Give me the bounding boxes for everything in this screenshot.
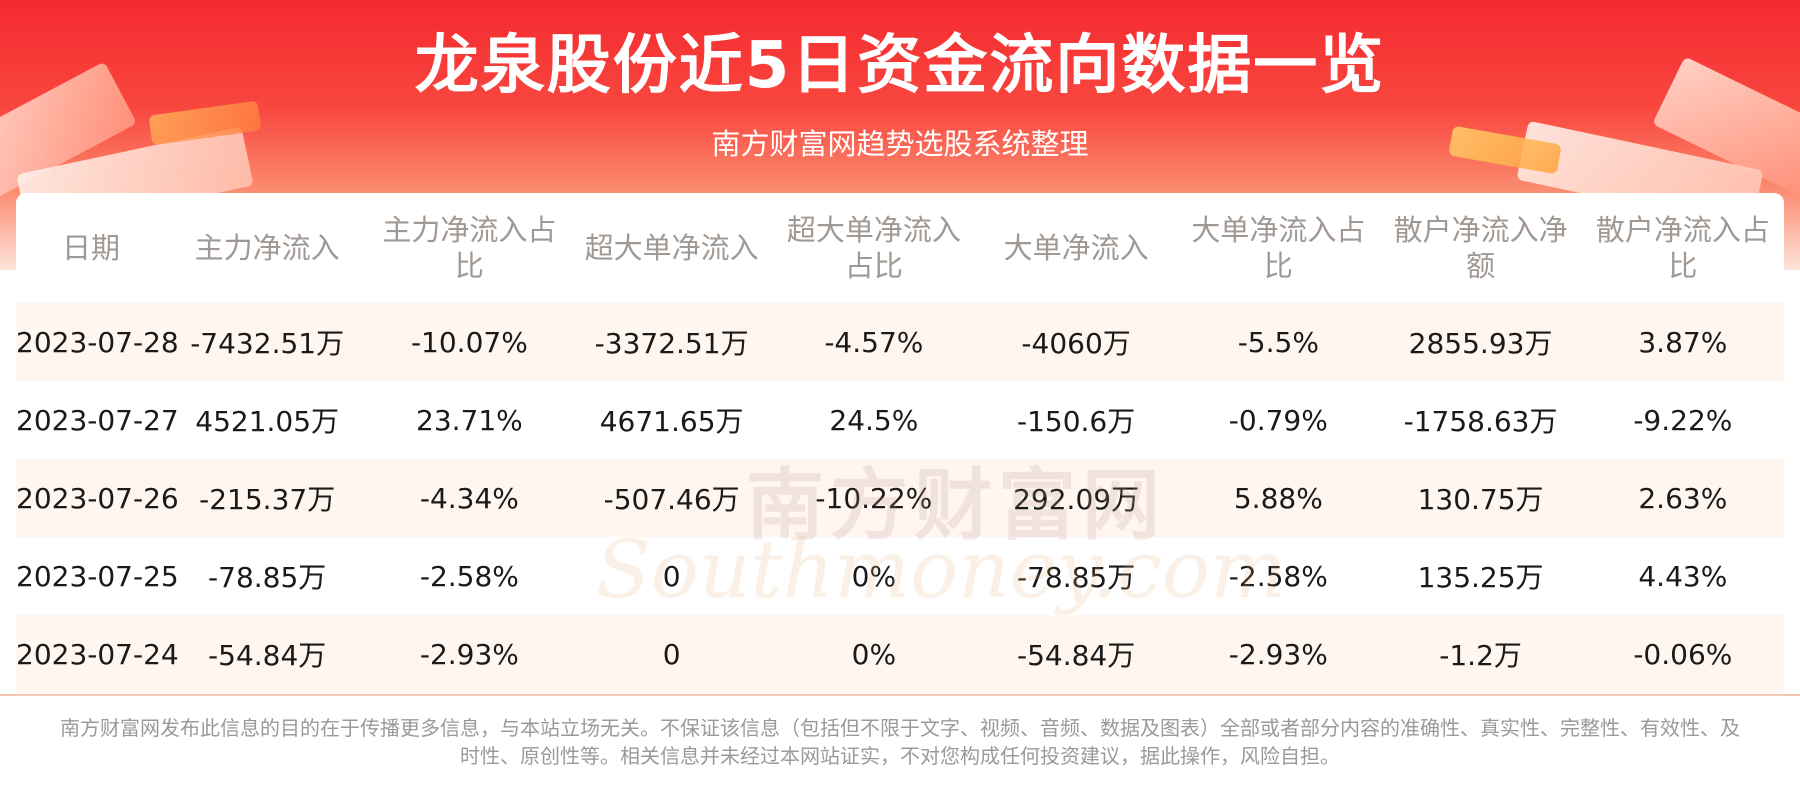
column-header-retail-inflow-ratio: 散户净流入占比 (1595, 213, 1770, 283)
cell-retail-inflow-ratio: -0.06% (1581, 615, 1784, 693)
cell-retail-inflow: 2855.93万 (1379, 303, 1582, 381)
cell-retail-inflow-ratio: 3.87% (1581, 303, 1784, 381)
cell-xl-inflow-ratio: -4.57% (772, 303, 975, 381)
cell-retail-inflow-ratio: 2.63% (1581, 459, 1784, 537)
cell-main-inflow-ratio: -2.93% (368, 615, 571, 693)
cell-date: 2023-07-25 (16, 537, 179, 615)
column-header-date: 日期 (62, 231, 121, 265)
cell-xl-inflow-ratio: 0% (772, 615, 975, 693)
cell-xl-inflow-ratio: 0% (772, 537, 975, 615)
footer: 南方财富网发布此信息的目的在于传播更多信息，与本站立场无关。不保证该信息（包括但… (0, 700, 1800, 800)
cell-xl-inflow: -507.46万 (570, 459, 773, 537)
cell-large-inflow-ratio: 5.88% (1177, 459, 1380, 537)
column-header-main-inflow-ratio: 主力净流入占比 (382, 213, 557, 283)
cell-date: 2023-07-26 (16, 459, 179, 537)
cell-retail-inflow-ratio: -9.22% (1581, 381, 1784, 459)
cell-xl-inflow: 0 (570, 537, 773, 615)
cell-date: 2023-07-27 (16, 381, 179, 459)
table-row: 2023-07-26 -215.37万 -4.34% -507.46万 -10.… (16, 459, 1784, 537)
cell-main-inflow-ratio: -10.07% (368, 303, 571, 381)
column-header-main-inflow: 主力净流入 (194, 231, 340, 265)
cell-main-inflow: -78.85万 (166, 537, 369, 615)
cell-retail-inflow: -1.2万 (1379, 615, 1582, 693)
cell-date: 2023-07-28 (16, 303, 179, 381)
table-row: 2023-07-24 -54.84万 -2.93% 0 0% -54.84万 -… (16, 615, 1784, 693)
column-header-large-inflow: 大单净流入 (1003, 231, 1149, 265)
cell-large-inflow: -78.85万 (974, 537, 1178, 615)
cell-large-inflow-ratio: -5.5% (1177, 303, 1380, 381)
cell-xl-inflow-ratio: 24.5% (772, 381, 975, 459)
cell-retail-inflow: 135.25万 (1379, 537, 1582, 615)
cell-retail-inflow: -1758.63万 (1379, 381, 1582, 459)
table-header-row: 日期 主力净流入 主力净流入占比 超大单净流入 超大单净流入占比 大单净流入 大… (16, 193, 1784, 303)
column-header-retail-inflow: 散户净流入净额 (1393, 213, 1568, 283)
cell-large-inflow-ratio: -2.93% (1177, 615, 1380, 693)
cell-large-inflow: -4060万 (974, 303, 1178, 381)
cell-large-inflow: -150.6万 (974, 381, 1178, 459)
cell-main-inflow-ratio: -2.58% (368, 537, 571, 615)
cell-main-inflow: -7432.51万 (166, 303, 369, 381)
cell-xl-inflow: 4671.65万 (570, 381, 773, 459)
disclaimer-text: 南方财富网发布此信息的目的在于传播更多信息，与本站立场无关。不保证该信息（包括但… (60, 716, 1740, 768)
cell-xl-inflow-ratio: -10.22% (772, 459, 975, 537)
cell-xl-inflow: -3372.51万 (570, 303, 773, 381)
cell-retail-inflow: 130.75万 (1379, 459, 1582, 537)
page-subtitle: 南方财富网趋势选股系统整理 (711, 127, 1089, 161)
cell-main-inflow-ratio: 23.71% (368, 381, 571, 459)
footer-divider (0, 694, 1800, 696)
data-table-card: 日期 主力净流入 主力净流入占比 超大单净流入 超大单净流入占比 大单净流入 大… (16, 193, 1784, 693)
cell-xl-inflow: 0 (570, 615, 773, 693)
cell-main-inflow-ratio: -4.34% (368, 459, 571, 537)
column-header-xl-inflow: 超大单净流入 (584, 231, 759, 265)
cell-large-inflow-ratio: -2.58% (1177, 537, 1380, 615)
cell-date: 2023-07-24 (16, 615, 179, 693)
page-title: 龙泉股份近5日资金流向数据一览 (414, 29, 1386, 103)
column-header-large-inflow-ratio: 大单净流入占比 (1191, 213, 1366, 283)
table-row: 2023-07-27 4521.05万 23.71% 4671.65万 24.5… (16, 381, 1784, 459)
table-row: 2023-07-25 -78.85万 -2.58% 0 0% -78.85万 -… (16, 537, 1784, 615)
cell-main-inflow: -54.84万 (166, 615, 369, 693)
cell-large-inflow: -54.84万 (974, 615, 1178, 693)
column-header-xl-inflow-ratio: 超大单净流入占比 (786, 213, 961, 283)
cell-main-inflow: 4521.05万 (166, 381, 369, 459)
fund-flow-table: 日期 主力净流入 主力净流入占比 超大单净流入 超大单净流入占比 大单净流入 大… (16, 193, 1784, 693)
cell-main-inflow: -215.37万 (166, 459, 369, 537)
cell-retail-inflow-ratio: 4.43% (1581, 537, 1784, 615)
table-row: 2023-07-28 -7432.51万 -10.07% -3372.51万 -… (16, 303, 1784, 381)
cell-large-inflow: 292.09万 (974, 459, 1178, 537)
cell-large-inflow-ratio: -0.79% (1177, 381, 1380, 459)
